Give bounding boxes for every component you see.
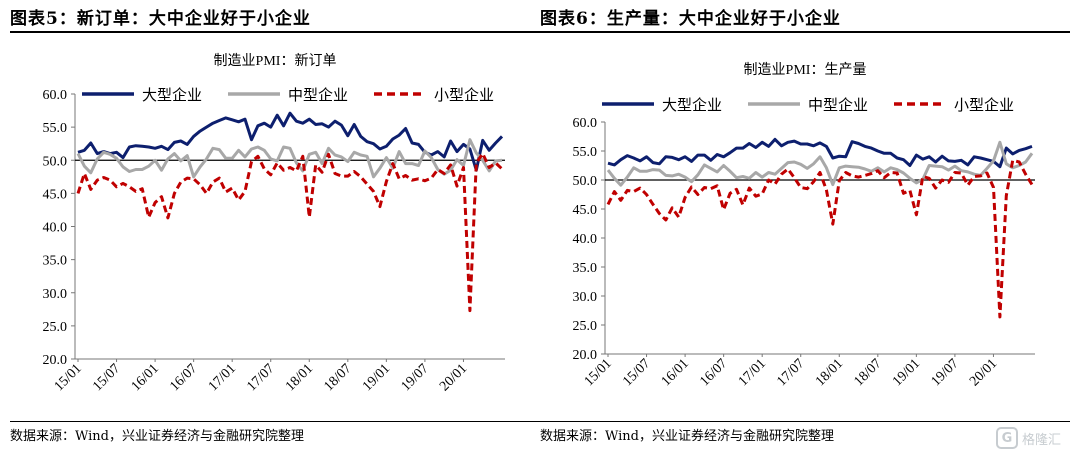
legend-label: 大型企业 (662, 96, 722, 114)
y-tick-label: 40.0 (43, 221, 68, 236)
y-tick-label: 50.0 (43, 154, 68, 169)
x-tick-label: 20/01 (967, 356, 1000, 389)
x-tick-label: 19/07 (399, 361, 432, 394)
y-tick-label: 35.0 (573, 261, 598, 276)
source-rule (10, 421, 540, 422)
x-tick-label: 15/07 (620, 356, 653, 389)
series-line-large (77, 111, 504, 172)
x-tick-label: 20/01 (437, 361, 470, 394)
figure-panel-right: 图表6：生产量：大中企业好于小企业 制造业PMI：生产量 60.0 55.0 50.0… (540, 0, 1070, 456)
y-tick-label: 25.0 (43, 320, 68, 335)
y-tick-label: 60.0 (43, 88, 68, 103)
source-note: 数据来源：Wind，兴业证券经济与金融研究院整理 (10, 429, 304, 444)
y-tick-label: 45.0 (43, 187, 68, 202)
g-logo-icon: G (996, 427, 1018, 449)
legend-label: 中型企业 (808, 96, 868, 114)
x-tick-label: 16/07 (697, 356, 730, 389)
watermark-text: 格隆汇 (1022, 432, 1062, 448)
x-tick-label: 16/07 (167, 361, 200, 394)
x-tick-label: 15/07 (90, 361, 123, 394)
chart-title: 制造业PMI：新订单 (214, 53, 337, 69)
y-tick-label: 60.0 (573, 116, 598, 131)
legend-label: 小型企业 (434, 86, 494, 104)
y-tick-label: 35.0 (43, 254, 68, 269)
x-tick-label: 17/07 (774, 356, 807, 389)
x-tick-label: 17/01 (736, 356, 769, 389)
title-rule (10, 31, 540, 33)
legend-label: 大型企业 (142, 86, 202, 104)
y-tick-label: 55.0 (43, 121, 68, 136)
y-tick-label: 45.0 (573, 203, 598, 218)
title-rule (540, 31, 1070, 33)
production-chart: 制造业PMI：生产量 60.0 55.0 50.0 45.0 40.0 35.0 30.0 25… (573, 62, 1035, 389)
chart-title: 制造业PMI：生产量 (744, 62, 867, 78)
new-orders-chart: 制造业PMI：新订单 60.0 55.0 50.0 45.0 40.0 35.0 30.0 25… (43, 53, 505, 394)
x-tick-label: 16/01 (129, 361, 162, 394)
source-note: 数据来源：Wind，兴业证券经济与金融研究院整理 (540, 429, 834, 444)
legend-label: 中型企业 (288, 86, 348, 104)
series-line-large (607, 137, 1033, 169)
source-rule (540, 421, 1070, 422)
series-line-small (606, 158, 1034, 319)
figure-title: 图表5：新订单：大中企业好于小企业 (10, 9, 311, 29)
x-tick-label: 19/01 (360, 361, 393, 394)
figure-title: 图表6：生产量：大中企业好于小企业 (540, 9, 841, 29)
x-tick-label: 18/07 (321, 361, 354, 394)
x-tick-label: 19/01 (890, 356, 923, 389)
x-tick-label: 19/07 (929, 356, 962, 389)
figure-panel-left: 图表5：新订单：大中企业好于小企业 制造业PMI：新订单 60.0 55.0 50.0… (10, 0, 540, 456)
series-line-medium (76, 138, 503, 179)
y-tick-label: 50.0 (573, 174, 598, 189)
legend-label: 小型企业 (954, 96, 1014, 114)
y-tick-label: 20.0 (573, 348, 598, 363)
y-tick-label: 40.0 (573, 232, 598, 247)
y-tick-label: 30.0 (43, 287, 68, 302)
watermark: G 格隆汇 (996, 424, 1074, 452)
y-tick-label: 30.0 (573, 290, 598, 305)
x-tick-label: 18/07 (851, 356, 884, 389)
x-tick-label: 18/01 (283, 361, 316, 394)
x-tick-label: 17/01 (206, 361, 239, 394)
y-tick-label: 20.0 (43, 353, 68, 368)
x-tick-label: 18/01 (813, 356, 846, 389)
x-tick-label: 16/01 (659, 356, 692, 389)
series-line-small (76, 152, 504, 313)
y-tick-label: 25.0 (573, 319, 598, 334)
series-line-medium (606, 140, 1034, 187)
x-tick-label: 17/07 (244, 361, 277, 394)
y-tick-label: 55.0 (573, 145, 598, 160)
